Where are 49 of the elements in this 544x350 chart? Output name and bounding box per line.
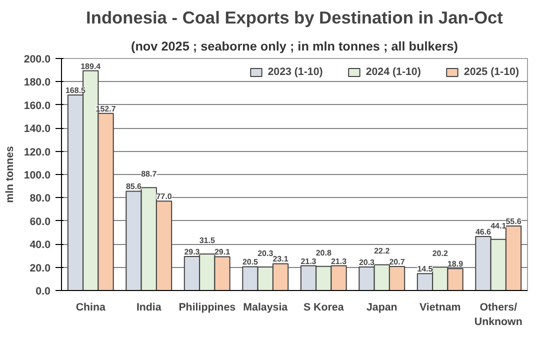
y-tick-label: 60.0 xyxy=(30,216,51,228)
data-label: 23.1 xyxy=(272,254,289,264)
chart-subtitle: (nov 2025 ; seaborne only ; in mln tonnes ; all bulkers) xyxy=(130,40,458,54)
data-label: 85.6 xyxy=(126,182,142,192)
data-label: 29.1 xyxy=(214,248,231,257)
x-tick-label: Others/ Unknown xyxy=(474,302,522,328)
x-tick-label: Malaysia xyxy=(243,302,288,314)
legend-label: 2024 (1-10) xyxy=(366,66,421,78)
y-tick-label: 20.0 xyxy=(30,262,51,274)
data-label: 20.5 xyxy=(242,258,259,267)
y-axis-title: mln tonnes xyxy=(4,146,16,203)
x-tick-label: Philippines xyxy=(178,302,236,314)
data-label: 44.1 xyxy=(490,221,507,230)
y-tick-label: 140.0 xyxy=(24,123,51,136)
data-label: 189.4 xyxy=(80,62,102,71)
x-tick-label: S Korea xyxy=(303,302,344,314)
x-tick-label: China xyxy=(76,302,106,314)
data-label: 168.5 xyxy=(65,86,86,96)
chart-title: Indonesia - Coal Exports by Destination in Jan-Oct xyxy=(86,8,504,28)
data-label: 20.2 xyxy=(432,249,448,258)
data-label: 29.3 xyxy=(184,248,200,257)
y-tick-label: 160.0 xyxy=(24,100,51,112)
data-label: 88.7 xyxy=(141,170,158,179)
data-label: 21.3 xyxy=(300,256,317,266)
y-tick-label: 40.0 xyxy=(30,239,51,252)
y-tick-label: 80.0 xyxy=(30,192,51,205)
data-label: 20.8 xyxy=(316,248,332,258)
x-tick-label: Vietnam xyxy=(419,302,461,314)
y-tick-label: 200.0 xyxy=(24,54,51,66)
data-label: 31.5 xyxy=(199,236,216,245)
y-tick-label: 100.0 xyxy=(24,170,51,182)
data-label: 20.3 xyxy=(358,258,376,267)
data-label: 77.0 xyxy=(156,192,172,202)
y-tick-label: 0.0 xyxy=(36,286,51,298)
y-tick-label: 180.0 xyxy=(24,76,51,89)
data-label: 14.5 xyxy=(417,264,434,274)
y-tick-label: 120.0 xyxy=(24,146,51,158)
legend-label: 2023 (1-10) xyxy=(268,66,323,78)
data-label: 46.6 xyxy=(475,227,492,236)
x-tick-label: India xyxy=(136,302,162,314)
data-label: 152.7 xyxy=(96,104,116,114)
data-label: 55.6 xyxy=(506,217,522,226)
data-label: 20.7 xyxy=(389,257,406,266)
data-label: 21.3 xyxy=(330,256,348,266)
data-label: 18.9 xyxy=(447,260,464,269)
data-label: 20.3 xyxy=(258,248,274,258)
legend-label: 2025 (1-10) xyxy=(464,66,519,78)
data-label: 22.2 xyxy=(374,246,390,256)
x-tick-label: Japan xyxy=(366,302,398,314)
